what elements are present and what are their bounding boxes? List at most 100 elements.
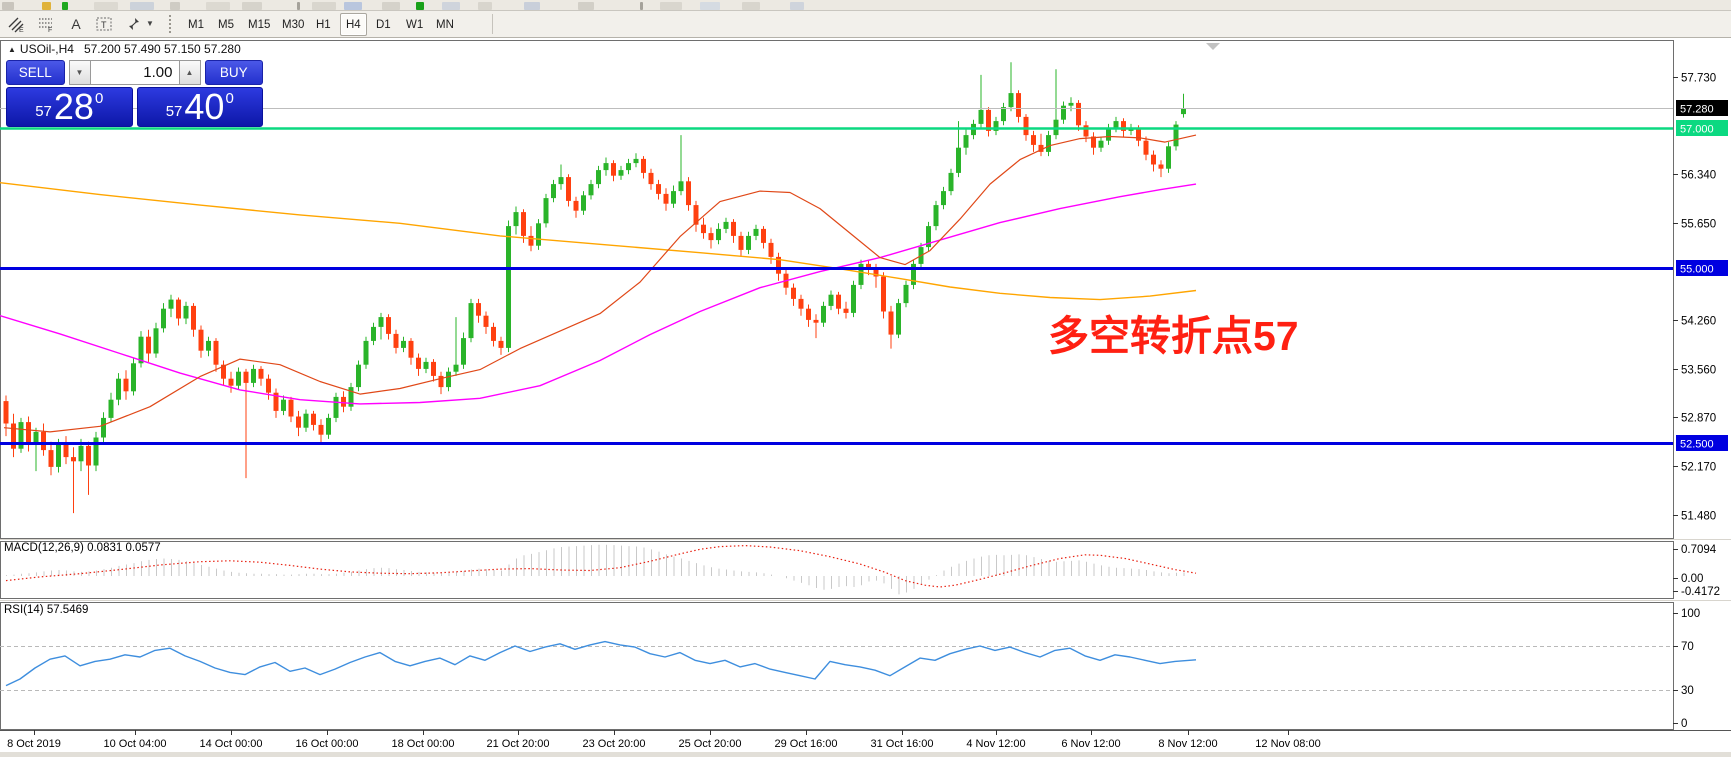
candle-body[interactable] [588, 184, 594, 196]
candle-body[interactable] [498, 340, 504, 348]
buy-price-panel[interactable]: 57 40 0 [136, 87, 263, 127]
sell-price-panel[interactable]: 57 28 0 [6, 87, 133, 127]
buy-button[interactable]: BUY [204, 60, 263, 85]
equidistant-channel-icon[interactable]: E [4, 13, 28, 34]
candle-body[interactable] [896, 303, 901, 335]
candle-body[interactable] [431, 361, 436, 376]
candle-body[interactable] [948, 172, 954, 192]
candle-body[interactable] [386, 317, 391, 334]
arrow-style-dropdown-icon[interactable]: ▼ [146, 19, 154, 28]
candle-body[interactable] [1136, 128, 1141, 141]
candle-body[interactable] [1023, 116, 1029, 136]
candle-body[interactable] [48, 450, 54, 467]
candle-body[interactable] [251, 368, 256, 383]
candle-body[interactable] [78, 445, 84, 462]
timeframe-mn[interactable]: MN [436, 18, 454, 31]
candle-body[interactable] [11, 423, 16, 449]
candle-body[interactable] [873, 268, 879, 277]
candle-body[interactable] [423, 361, 429, 369]
candle-body[interactable] [738, 235, 744, 250]
candle-body[interactable] [716, 228, 721, 241]
symbol-collapse-icon[interactable]: ▲ [8, 45, 16, 54]
candle-body[interactable] [108, 399, 114, 418]
candle-body[interactable] [723, 221, 729, 229]
candle-body[interactable] [633, 158, 639, 164]
candle-body[interactable] [888, 311, 894, 335]
candle-body[interactable] [693, 205, 699, 225]
volume-decrease-button[interactable]: ▼ [68, 60, 91, 85]
candle-body[interactable] [3, 401, 9, 424]
candle-body[interactable] [963, 135, 969, 148]
candle-body[interactable] [536, 223, 541, 246]
timeframe-m1[interactable]: M1 [188, 18, 204, 31]
toolbar-grip[interactable] [168, 15, 173, 33]
sell-button[interactable]: SELL [6, 60, 65, 85]
timeframe-w1[interactable]: W1 [406, 18, 424, 31]
timeframe-m5[interactable]: M5 [218, 18, 234, 31]
candle-body[interactable] [1031, 135, 1036, 145]
candle-body[interactable] [408, 340, 414, 358]
candle-body[interactable] [341, 396, 346, 407]
candle-body[interactable] [1016, 93, 1021, 117]
candle-body[interactable] [506, 226, 511, 348]
candle-body[interactable] [753, 228, 759, 236]
candle-body[interactable] [596, 170, 601, 185]
candle-body[interactable] [776, 256, 781, 274]
chart-annotation-text[interactable]: 多空转折点57 [1048, 313, 1299, 359]
candle-body[interactable] [483, 315, 489, 327]
candle-body[interactable] [731, 221, 736, 236]
volume-input[interactable] [90, 60, 179, 85]
candle-body[interactable] [438, 375, 444, 388]
candle-body[interactable] [1098, 140, 1104, 148]
candle-body[interactable] [1106, 128, 1111, 141]
timeframe-h4[interactable]: H4 [340, 13, 367, 36]
candle-body[interactable] [791, 287, 796, 299]
timeframe-h1[interactable]: H1 [316, 18, 331, 31]
candle-body[interactable] [206, 340, 211, 351]
candle-body[interactable] [123, 378, 129, 392]
candle-body[interactable] [708, 233, 714, 241]
candle-body[interactable] [926, 226, 931, 248]
candle-body[interactable] [1008, 93, 1014, 108]
volume-increase-button[interactable]: ▲ [178, 60, 201, 85]
candle-body[interactable] [93, 437, 99, 466]
candle-body[interactable] [153, 328, 159, 354]
candle-body[interactable] [318, 424, 324, 435]
candle-body[interactable] [131, 363, 136, 392]
timeframe-d1[interactable]: D1 [376, 18, 391, 31]
candle-body[interactable] [176, 299, 181, 319]
candle-body[interactable] [1076, 102, 1081, 126]
candle-body[interactable] [843, 308, 849, 313]
candle-body[interactable] [168, 299, 174, 309]
candle-body[interactable] [881, 276, 886, 312]
candle-body[interactable] [678, 181, 684, 192]
candle-body[interactable] [1143, 140, 1149, 155]
candle-body[interactable] [761, 228, 766, 243]
candle-body[interactable] [1083, 125, 1089, 137]
candle-body[interactable] [746, 235, 751, 250]
candle-body[interactable] [1166, 146, 1171, 169]
candle-body[interactable] [303, 413, 309, 428]
candle-body[interactable] [701, 224, 706, 234]
candle-body[interactable] [191, 305, 196, 330]
candle-body[interactable] [851, 284, 856, 313]
candle-body[interactable] [378, 317, 384, 327]
candle-body[interactable] [821, 305, 826, 323]
timeframe-m15[interactable]: M15 [248, 18, 271, 31]
candle-body[interactable] [798, 298, 804, 309]
candle-body[interactable] [446, 371, 451, 388]
candle-body[interactable] [986, 109, 991, 131]
candle-body[interactable] [348, 387, 354, 407]
candle-body[interactable] [1001, 107, 1006, 122]
candle-body[interactable] [1158, 164, 1164, 169]
candle-body[interactable] [641, 158, 646, 173]
candle-body[interactable] [521, 212, 526, 236]
candle-body[interactable] [941, 191, 946, 206]
candle-body[interactable] [686, 181, 691, 206]
arrow-style-icon[interactable] [122, 13, 146, 34]
candle-body[interactable] [513, 212, 519, 227]
candle-body[interactable] [183, 305, 189, 319]
candle-body[interactable] [273, 392, 279, 411]
candle-body[interactable] [528, 235, 534, 246]
